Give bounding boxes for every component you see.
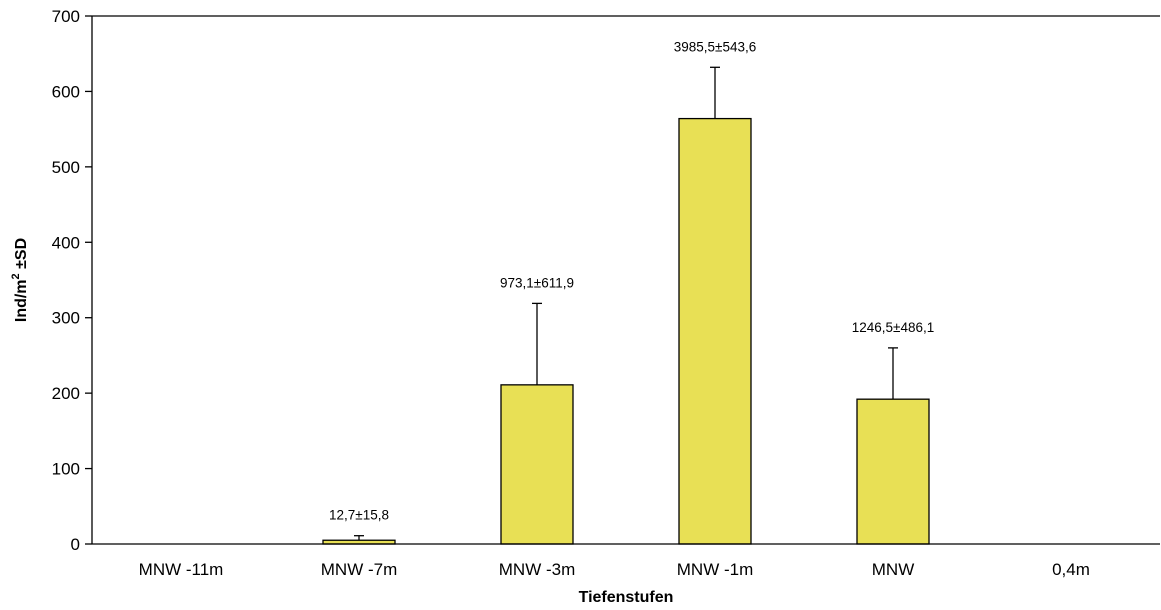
x-category-label: MNW xyxy=(872,560,914,579)
x-category-label: MNW -3m xyxy=(499,560,575,579)
bar xyxy=(678,117,752,545)
bar-data-label: 3985,5±543,6 xyxy=(674,39,756,54)
y-tick-label: 700 xyxy=(52,7,80,26)
y-tick-label: 100 xyxy=(52,460,80,479)
error-bars-layer xyxy=(354,66,898,541)
bar xyxy=(500,384,574,545)
y-axis-title: Ind/m2 ±SD xyxy=(10,238,30,322)
y-ticks: 0 100 200 300 400 500 600 700 xyxy=(52,7,92,554)
bar-data-label: 1246,5±486,1 xyxy=(852,320,934,335)
y-tick-label: 400 xyxy=(52,233,80,252)
x-category-label: MNW -11m xyxy=(139,560,224,579)
x-category-label: MNW -7m xyxy=(321,560,397,579)
y-axis-title-main: Ind/m xyxy=(13,279,30,322)
x-category-label: MNW -1m xyxy=(677,560,753,579)
data-labels-layer: 12,7±15,8 973,1±611,9 3985,5±543,6 1246,5±4… xyxy=(329,39,934,522)
y-axis-title-tail: ±SD xyxy=(13,238,30,273)
x-category-label: 0,4m xyxy=(1052,560,1090,579)
y-axis-title-sup: 2 xyxy=(10,273,22,279)
x-category-labels: MNW -11m MNW -7m MNW -3m MNW -1m MNW 0,4m xyxy=(139,560,1090,579)
bar-data-label: 973,1±611,9 xyxy=(500,275,574,290)
y-tick-label: 600 xyxy=(52,82,80,101)
y-tick-label: 300 xyxy=(52,309,80,328)
bars-layer xyxy=(322,117,930,545)
x-axis-title: Tiefenstufen xyxy=(579,589,674,606)
axes xyxy=(91,15,1160,545)
y-tick-label: 500 xyxy=(52,158,80,177)
y-tick-label: 200 xyxy=(52,384,80,403)
y-tick-label: 0 xyxy=(71,535,80,554)
bar xyxy=(856,398,930,545)
bar-data-label: 12,7±15,8 xyxy=(329,508,389,523)
